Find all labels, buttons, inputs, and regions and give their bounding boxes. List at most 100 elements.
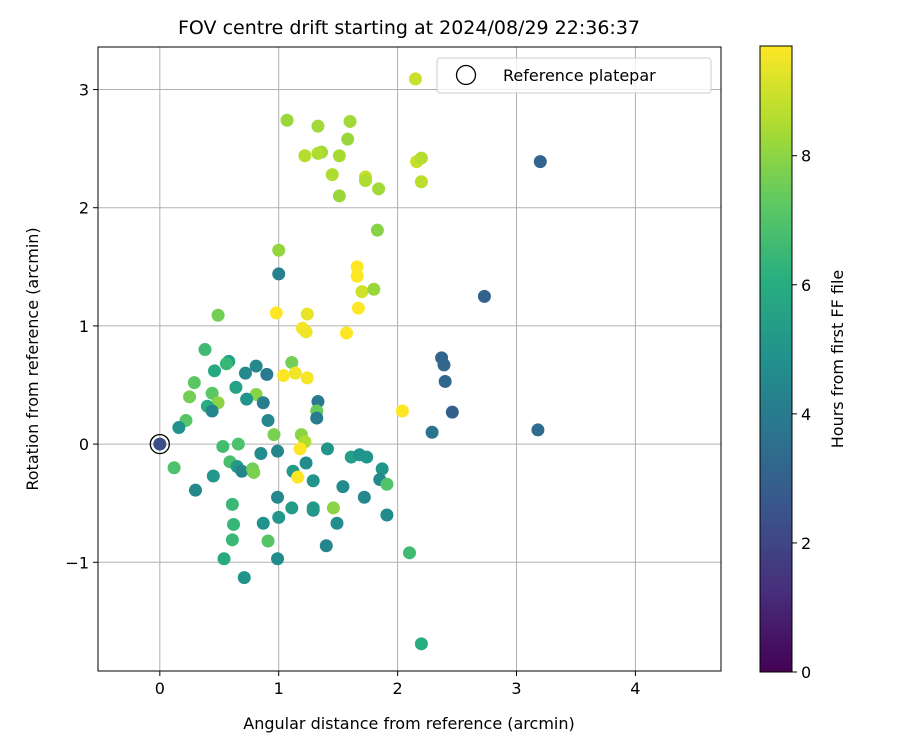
data-point bbox=[276, 369, 290, 383]
y-tick-label: 2 bbox=[79, 199, 89, 218]
data-point bbox=[403, 546, 416, 560]
data-point bbox=[370, 223, 384, 237]
data-point bbox=[291, 470, 305, 484]
data-point bbox=[311, 119, 325, 133]
data-point bbox=[256, 396, 270, 410]
data-point bbox=[300, 371, 314, 385]
data-point bbox=[217, 552, 231, 566]
chart-title: FOV centre drift starting at 2024/08/29 … bbox=[178, 17, 640, 39]
data-point bbox=[249, 359, 263, 373]
x-axis-ticks: 0 1 2 3 4 bbox=[155, 671, 640, 698]
data-point bbox=[350, 260, 364, 274]
colorbar-gradient bbox=[759, 45, 793, 673]
data-point bbox=[438, 374, 452, 388]
data-point bbox=[367, 282, 381, 296]
data-point bbox=[326, 501, 340, 515]
data-point bbox=[414, 151, 428, 165]
data-point bbox=[240, 392, 254, 406]
data-point bbox=[425, 425, 439, 439]
colorbar-tick-label: 8 bbox=[801, 147, 811, 166]
colorbar-tick-label: 0 bbox=[801, 663, 811, 682]
data-point bbox=[320, 442, 334, 456]
colorbar: 0 2 4 6 8 Hours from first FF file bbox=[759, 45, 847, 682]
y-axis-ticks: −1 0 1 2 3 bbox=[65, 81, 98, 572]
data-point bbox=[414, 175, 428, 189]
data-point bbox=[332, 189, 346, 203]
data-point bbox=[187, 376, 201, 390]
data-point bbox=[336, 480, 350, 494]
data-point bbox=[198, 343, 212, 357]
data-point bbox=[260, 367, 274, 381]
legend-reference-marker bbox=[455, 64, 477, 86]
data-point bbox=[231, 437, 245, 451]
data-point bbox=[208, 364, 222, 378]
legend-entry-reference-platepar: Reference platepar bbox=[503, 66, 656, 85]
y-tick-label: −1 bbox=[65, 553, 89, 572]
data-point bbox=[272, 510, 286, 524]
x-tick-label: 0 bbox=[155, 679, 165, 698]
y-tick-label: 1 bbox=[79, 317, 89, 336]
y-tick-label: 3 bbox=[79, 81, 89, 100]
data-point bbox=[272, 267, 286, 281]
data-point bbox=[380, 508, 394, 522]
data-point bbox=[254, 447, 268, 461]
colorbar-tick-label: 4 bbox=[801, 405, 811, 424]
legend-box bbox=[436, 57, 712, 94]
data-point bbox=[445, 405, 459, 419]
grid-lines bbox=[98, 47, 721, 671]
legend: Reference platepar bbox=[436, 57, 712, 94]
data-point bbox=[380, 477, 394, 491]
data-point bbox=[205, 386, 219, 400]
data-point bbox=[237, 571, 251, 585]
x-tick-label: 3 bbox=[511, 679, 521, 698]
data-point bbox=[271, 490, 285, 504]
data-point bbox=[267, 428, 281, 442]
data-point bbox=[225, 533, 239, 547]
reference-platepar-marker bbox=[149, 433, 170, 455]
data-point bbox=[167, 461, 181, 475]
data-point bbox=[298, 149, 312, 163]
data-point bbox=[219, 357, 233, 371]
data-point bbox=[359, 174, 373, 188]
x-tick-label: 4 bbox=[630, 679, 640, 698]
data-point bbox=[299, 325, 313, 339]
data-point bbox=[408, 72, 422, 86]
data-point bbox=[350, 269, 364, 283]
data-point bbox=[288, 366, 302, 380]
data-point bbox=[375, 462, 389, 476]
x-axis-label: Angular distance from reference (arcmin) bbox=[243, 714, 574, 733]
data-points bbox=[167, 72, 547, 651]
colorbar-ticks: 0 2 4 6 8 bbox=[792, 147, 811, 682]
data-point bbox=[299, 456, 313, 470]
data-point bbox=[372, 182, 386, 196]
data-point bbox=[285, 356, 299, 370]
data-point bbox=[311, 146, 325, 160]
data-point bbox=[343, 114, 357, 128]
data-point bbox=[357, 490, 371, 504]
data-point bbox=[285, 501, 299, 515]
data-point bbox=[351, 301, 365, 315]
data-point bbox=[256, 516, 270, 530]
data-point bbox=[360, 450, 374, 464]
data-point bbox=[271, 444, 285, 458]
data-point bbox=[306, 501, 320, 515]
data-point bbox=[235, 464, 249, 478]
colorbar-tick-label: 6 bbox=[801, 276, 811, 295]
data-point bbox=[225, 497, 239, 511]
data-point bbox=[216, 439, 230, 453]
data-point bbox=[319, 539, 333, 553]
x-tick-label: 1 bbox=[274, 679, 284, 698]
y-axis-label: Rotation from reference (arcmin) bbox=[23, 227, 42, 490]
data-point bbox=[330, 516, 344, 530]
data-point bbox=[280, 113, 294, 127]
data-point bbox=[261, 413, 275, 427]
data-point bbox=[414, 637, 428, 651]
data-point bbox=[172, 421, 186, 435]
data-point bbox=[325, 168, 339, 182]
data-point bbox=[247, 465, 261, 479]
data-point bbox=[341, 132, 355, 146]
data-point bbox=[437, 358, 451, 372]
data-point bbox=[261, 534, 275, 548]
reference-point-ring bbox=[149, 433, 170, 455]
